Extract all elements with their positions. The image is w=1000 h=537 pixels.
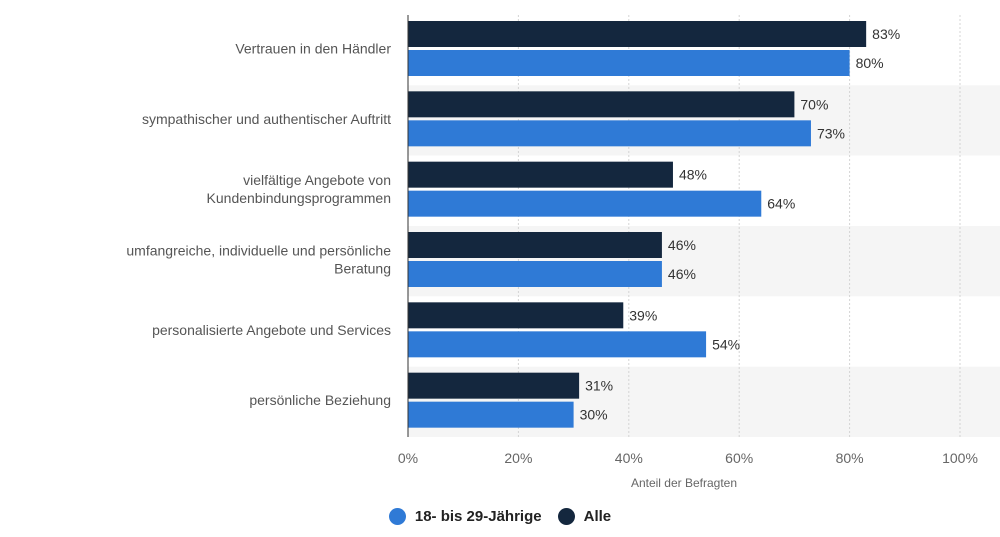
bar-young[interactable] <box>408 190 762 217</box>
x-tick-label: 40% <box>615 450 643 466</box>
bar-young[interactable] <box>408 401 574 428</box>
x-tick-label: 80% <box>836 450 864 466</box>
bar-young[interactable] <box>408 331 707 358</box>
category-label: persönliche Beziehung <box>249 392 391 408</box>
legend-swatch-young <box>388 507 406 525</box>
bar-value-label: 46% <box>668 266 696 282</box>
bar-value-label: 48% <box>679 167 707 183</box>
legend-item-young[interactable]: 18- bis 29-Jährige <box>388 507 542 525</box>
legend-item-all[interactable]: Alle <box>557 507 612 525</box>
bar-young[interactable] <box>408 120 811 147</box>
category-label: Vertrauen in den Händler <box>235 41 391 57</box>
legend-swatch-all <box>557 507 575 525</box>
bar-value-label: 70% <box>800 96 828 112</box>
bar-young[interactable] <box>408 261 662 287</box>
bar-alle[interactable] <box>408 21 867 47</box>
bar-value-label: 80% <box>856 55 884 71</box>
bar-alle[interactable] <box>408 302 624 329</box>
bars <box>408 21 867 428</box>
bar-value-label: 46% <box>668 237 696 253</box>
x-tick-label: 60% <box>725 450 753 466</box>
bar-value-label: 30% <box>580 407 608 423</box>
value-labels: 83% 80% 70% 73% 48% 64% 46% 46% 39% 54% 31% 30% <box>580 26 901 423</box>
bar-value-label: 39% <box>629 307 657 323</box>
bar-alle[interactable] <box>408 372 580 399</box>
category-label: personalisierte Angebote und Services <box>152 322 391 338</box>
x-tick-label: 100% <box>942 450 978 466</box>
bar-value-label: 73% <box>817 125 845 141</box>
category-label: sympathischer und authentischer Auftritt <box>142 111 391 127</box>
bar-alle[interactable] <box>408 161 673 188</box>
x-axis-title: Anteil der Befragten <box>631 476 737 490</box>
x-tick-label: 20% <box>504 450 532 466</box>
category-label: umfangreiche, individuelle und persönlic… <box>126 243 391 277</box>
category-label: vielfältige Angebote von Kundenbindungspr… <box>207 172 391 206</box>
legend-label-all: Alle <box>583 507 612 525</box>
bar-value-label: 54% <box>712 336 740 352</box>
bar-value-label: 83% <box>872 26 900 42</box>
bar-young[interactable] <box>408 50 850 76</box>
legend-label-young: 18- bis 29-Jährige <box>414 507 542 525</box>
x-tick-labels: 0% 20% 40% 60% 80% 100% <box>398 450 978 466</box>
bar-alle[interactable] <box>408 232 662 258</box>
legend: 18- bis 29-Jährige Alle <box>0 503 1000 529</box>
bar-value-label: 31% <box>585 378 613 394</box>
bar-alle[interactable] <box>408 91 795 118</box>
category-labels: Vertrauen in den Händler sympathischer un… <box>126 41 391 409</box>
x-tick-label: 0% <box>398 450 418 466</box>
bar-value-label: 64% <box>767 196 795 212</box>
